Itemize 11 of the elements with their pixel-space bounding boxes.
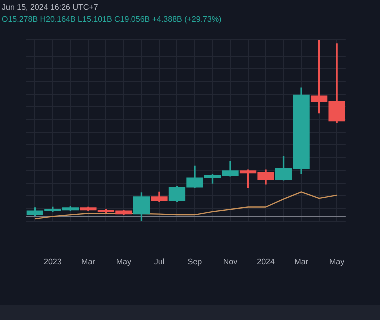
text: Jun 15, 2024 16:26 UTC+7 bbox=[1, 3, 100, 12]
text: O15.278B H20.164B L15.101B C19.056B +4.388B (+29.73%) bbox=[1, 15, 222, 24]
x-tick-label: May bbox=[330, 257, 345, 266]
x-tick-label: Sep bbox=[188, 257, 203, 266]
x-tick-label: Jul bbox=[154, 257, 165, 266]
x-tick-label: Mar bbox=[294, 257, 309, 266]
x-tick-label: 2023 bbox=[44, 257, 62, 266]
x-tick-label: 2024 bbox=[257, 257, 276, 266]
x-tick-label: May bbox=[116, 257, 132, 266]
x-tick-label: Nov bbox=[223, 257, 238, 266]
x-tick-label: Mar bbox=[82, 257, 96, 266]
